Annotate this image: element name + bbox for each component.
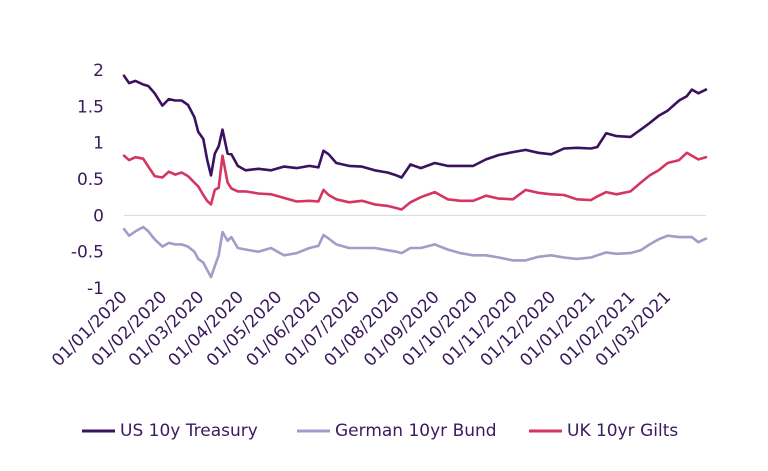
legend-label: German 10yr Bund <box>335 421 497 441</box>
series-line-uk-10yr-gilts <box>122 151 708 211</box>
series-line-german-10yr-bund <box>122 225 708 279</box>
legend: US 10y Treasury German 10yr Bund UK 10yr G… <box>82 421 678 441</box>
series-line-us-10y-treasury <box>122 74 708 179</box>
x-axis: 01/01/202001/02/202001/03/202001/04/2020… <box>48 287 675 370</box>
y-tick-label: 1 <box>93 134 104 154</box>
y-tick-label: -0.5 <box>71 243 104 263</box>
y-tick-label: 0.5 <box>77 170 104 190</box>
series-layer <box>122 74 708 279</box>
legend-label: UK 10yr Gilts <box>567 421 678 441</box>
y-axis: -1 -0.5 0 0.5 1 1.5 2 <box>71 61 104 299</box>
legend-label: US 10y Treasury <box>120 421 258 441</box>
y-tick-label: 1.5 <box>77 97 104 117</box>
y-tick-label: -1 <box>87 279 104 299</box>
y-tick-label: 2 <box>93 61 104 81</box>
y-tick-label: 0 <box>93 206 104 226</box>
